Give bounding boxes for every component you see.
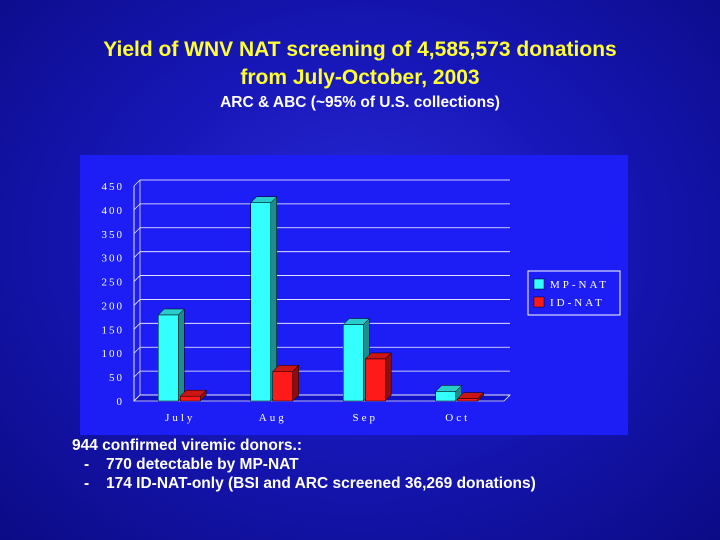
bar-side [385,352,392,402]
bar-mp-nat [435,391,456,402]
bar-mp-nat [158,314,179,402]
notes-block: 944 confirmed viremic donors.: -770 dete… [72,436,536,493]
bar-id-nat [180,395,201,402]
notes-item-mp-nat: -770 detectable by MP-NAT [72,455,536,474]
list-dash: - [84,456,90,473]
x-tick-label: Sep [353,412,379,424]
slide-title: Yield of WNV NAT screening of 4,585,573 … [0,36,720,92]
y-tick-label: 450 [102,181,125,193]
y-tick-label: 0 [117,396,125,408]
plot-wall [140,180,510,395]
gridline-side [133,251,141,258]
legend-swatch-mp-nat [533,278,545,290]
slide-subtitle: ARC & ABC (~95% of U.S. collections) [220,94,500,111]
y-tick-label: 400 [102,205,125,217]
chart-panel: 0 50 100 150 200 250 300 350 400 450 July Aug Sep Oct… [80,155,628,435]
y-tick-label: 100 [102,348,125,360]
title-line-2: from July-October, 2003 [240,66,480,89]
y-tick-label: 250 [102,277,125,289]
legend-label-id-nat: ID-NAT [550,297,605,309]
y-tick-label: 150 [102,324,125,336]
gridline-side [133,299,141,306]
legend-label-mp-nat: MP-NAT [550,279,609,291]
bar-id-nat [365,358,386,402]
bar-side [178,308,185,402]
x-tick-label: July [165,412,195,424]
legend-swatch-id-nat [533,296,545,308]
x-tick-label: Oct [445,412,470,424]
notes-item-text: 174 ID-NAT-only (BSI and ARC screened 36… [106,475,536,492]
x-tick-label: Aug [259,412,287,424]
y-tick-label: 50 [109,372,124,384]
gridline-side [133,275,141,282]
bar-chart: 0 50 100 150 200 250 300 350 400 450 July Aug Sep Oct… [102,179,621,424]
gridline-side [133,203,141,211]
y-tick-label: 200 [102,300,125,312]
y-tick-label: 350 [102,229,125,241]
notes-item-text: 770 detectable by MP-NAT [106,456,299,473]
title-line-1: Yield of WNV NAT screening of 4,585,573 … [103,38,617,61]
bar-mp-nat [250,202,271,402]
gridline-side [133,323,141,330]
gridline-side [133,346,141,354]
bar-id-nat [272,371,293,402]
gridline-side [133,370,141,378]
bar-id-nat [457,398,478,402]
bar-mp-nat [343,324,364,402]
list-dash: - [84,475,90,492]
gridline-side [133,394,141,402]
y-tick-label: 300 [102,253,125,265]
notes-item-id-nat: -174 ID-NAT-only (BSI and ARC screened 3… [72,474,536,493]
gridline-side [133,179,141,187]
legend-box [527,270,621,316]
gridline-side [133,227,141,235]
notes-heading: 944 confirmed viremic donors.: [72,437,302,454]
